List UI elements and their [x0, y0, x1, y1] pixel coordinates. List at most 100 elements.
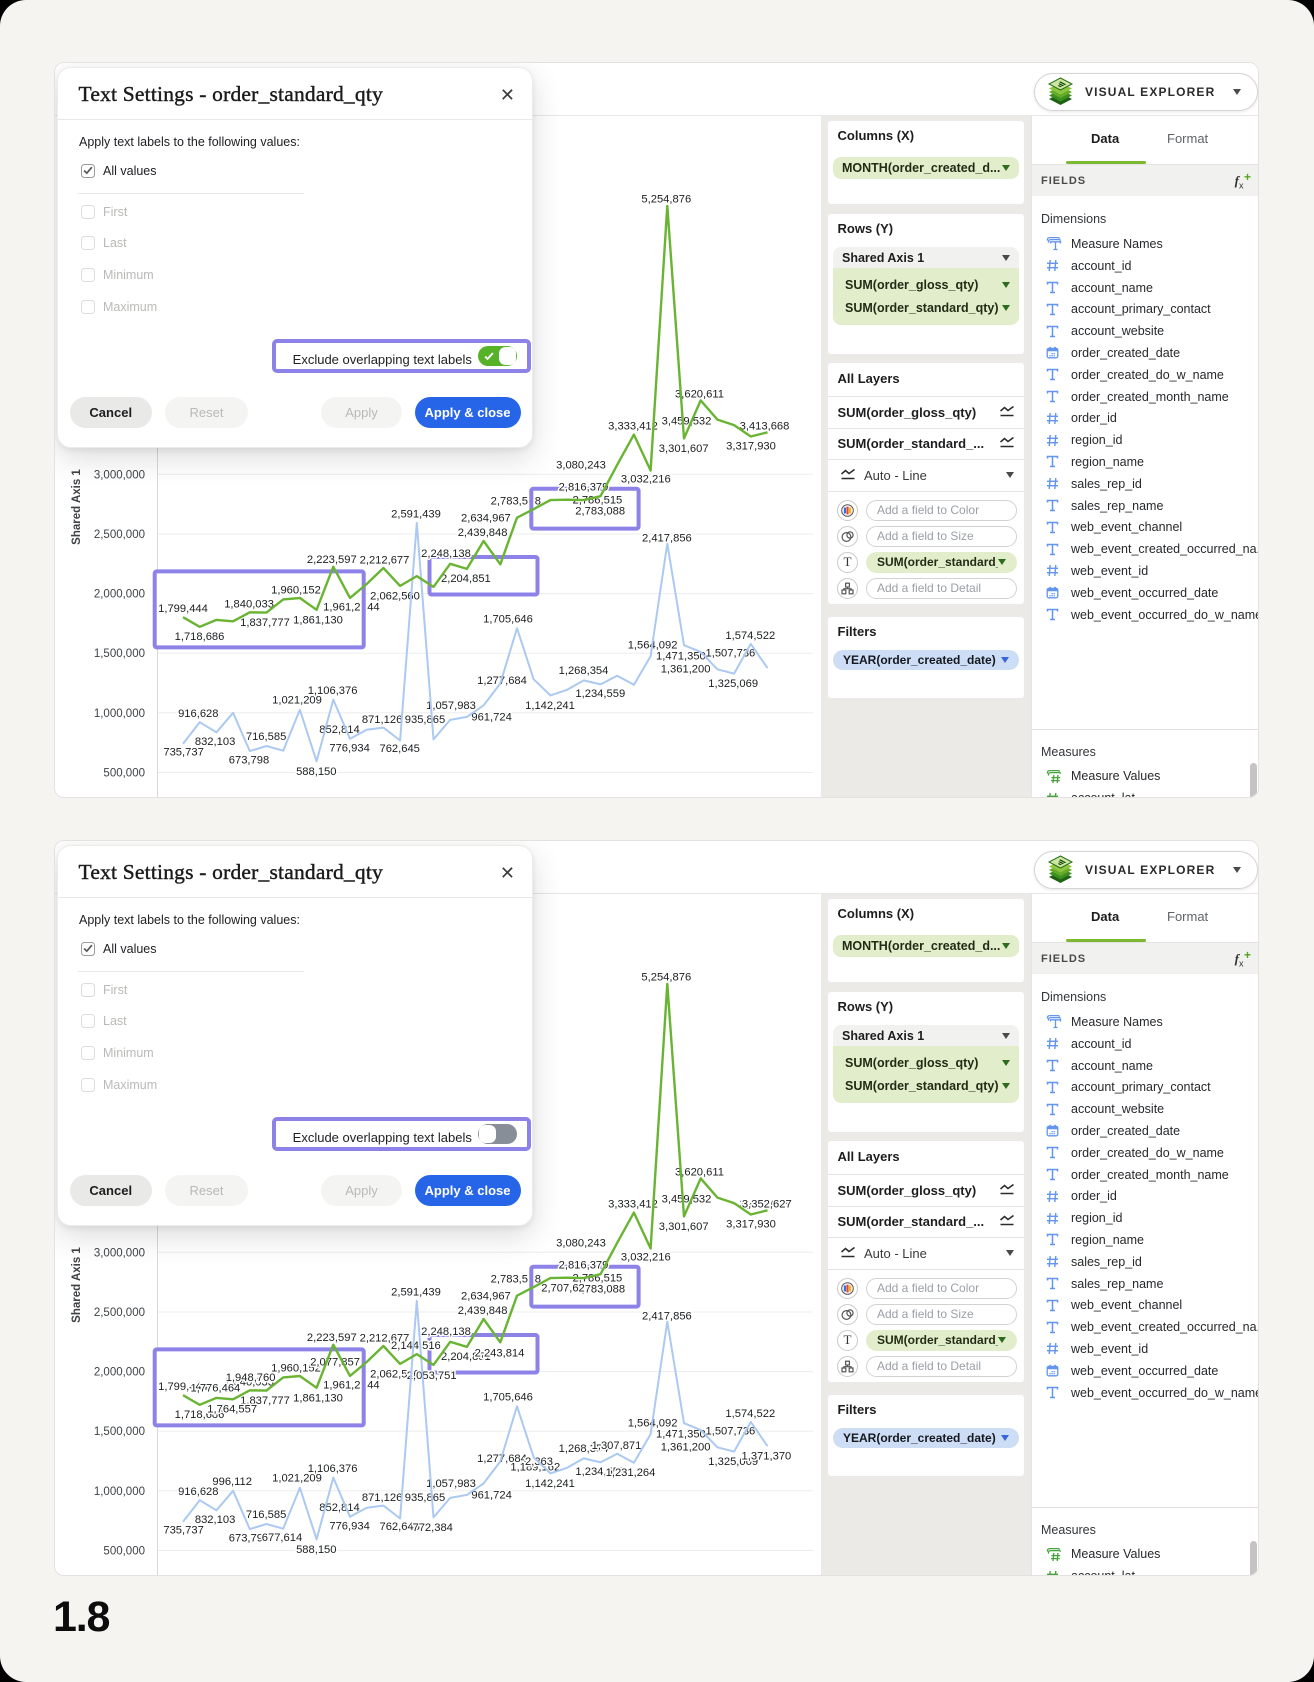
- svg-text:1,000,000: 1,000,000: [94, 1486, 145, 1498]
- svg-text:916,628: 916,628: [178, 708, 218, 720]
- svg-text:2,204,851: 2,204,851: [441, 1351, 491, 1363]
- svg-text:1,307,871: 1,307,871: [592, 1440, 642, 1452]
- svg-text:1,840,033: 1,840,033: [224, 598, 274, 610]
- svg-text:1,106,376: 1,106,376: [308, 1463, 358, 1475]
- svg-text:1,960,152: 1,960,152: [271, 1362, 321, 1374]
- svg-text:1,500,000: 1,500,000: [94, 1426, 145, 1438]
- svg-text:1,776,464: 1,776,464: [191, 1383, 241, 1395]
- svg-text:3,080,243: 3,080,243: [556, 1238, 606, 1250]
- svg-text:2,243,814: 2,243,814: [475, 1347, 525, 1359]
- svg-text:1,861,130: 1,861,130: [293, 1393, 343, 1405]
- svg-text:1,574,522: 1,574,522: [725, 1408, 775, 1420]
- svg-text:1,705,646: 1,705,646: [483, 1392, 533, 1404]
- svg-text:3,301,607: 3,301,607: [659, 443, 709, 455]
- svg-text:1,021,209: 1,021,209: [272, 1473, 322, 1485]
- svg-text:3,459,532: 3,459,532: [662, 1194, 712, 1206]
- svg-text:716,585: 716,585: [246, 731, 286, 743]
- svg-text:2,223,597: 2,223,597: [307, 554, 357, 566]
- svg-text:871,126: 871,126: [362, 1492, 402, 1504]
- svg-text:832,103: 832,103: [195, 736, 235, 748]
- svg-text:2,786,515: 2,786,515: [573, 1273, 623, 1285]
- svg-text:1,268,354: 1,268,354: [559, 665, 609, 677]
- svg-text:5,254,876: 5,254,876: [641, 971, 691, 983]
- svg-text:3,080,243: 3,080,243: [556, 460, 606, 472]
- svg-text:3,000,000: 3,000,000: [94, 1247, 145, 1259]
- svg-text:1,799,444: 1,799,444: [158, 603, 208, 615]
- svg-text:871,126: 871,126: [362, 714, 402, 726]
- svg-text:1,234,559: 1,234,559: [575, 688, 625, 700]
- svg-text:1,837,777: 1,837,777: [240, 1395, 290, 1407]
- svg-text:1,471,350: 1,471,350: [656, 650, 706, 662]
- svg-text:852,814: 852,814: [319, 724, 359, 736]
- svg-text:2,248,138: 2,248,138: [421, 548, 471, 560]
- svg-text:3,317,930: 3,317,930: [726, 441, 776, 453]
- svg-text:Shared Axis 1: Shared Axis 1: [71, 469, 83, 545]
- svg-text:588,150: 588,150: [296, 1544, 336, 1556]
- svg-text:2,591,439: 2,591,439: [391, 508, 441, 520]
- svg-text:996,112: 996,112: [212, 1476, 252, 1488]
- svg-text:3,413,668: 3,413,668: [740, 1199, 790, 1211]
- svg-text:1,961,2: 1,961,2: [323, 601, 360, 613]
- svg-text:1,361,200: 1,361,200: [661, 1442, 711, 1454]
- svg-text:1,471,350: 1,471,350: [656, 1428, 706, 1440]
- svg-text:1,718,686: 1,718,686: [175, 631, 225, 643]
- svg-text:2,786,515: 2,786,515: [573, 495, 623, 507]
- svg-text:1,021,209: 1,021,209: [272, 695, 322, 707]
- svg-text:1,234,559: 1,234,559: [575, 1466, 625, 1478]
- svg-text:961,724: 961,724: [471, 1490, 511, 1502]
- svg-text:916,628: 916,628: [178, 1486, 218, 1498]
- svg-text:1,142,241: 1,142,241: [525, 1478, 575, 1490]
- svg-text:8: 8: [535, 1273, 541, 1285]
- svg-text:716,585: 716,585: [246, 1509, 286, 1521]
- svg-text:2,077,857: 2,077,857: [310, 1357, 360, 1369]
- svg-text:2,417,856: 2,417,856: [642, 532, 692, 544]
- svg-text:735,737: 735,737: [163, 1525, 203, 1537]
- svg-text:1,000,000: 1,000,000: [94, 708, 145, 720]
- svg-text:2,417,856: 2,417,856: [642, 1310, 692, 1322]
- svg-text:3,317,930: 3,317,930: [726, 1219, 776, 1231]
- svg-text:3,032,216: 3,032,216: [621, 474, 671, 486]
- svg-text:2,783,088: 2,783,088: [575, 1283, 625, 1295]
- svg-text:3,032,216: 3,032,216: [621, 1252, 671, 1264]
- svg-text:1,371,370: 1,371,370: [742, 1450, 792, 1462]
- svg-text:1,057,983: 1,057,983: [426, 1478, 476, 1490]
- svg-text:1,961,2: 1,961,2: [323, 1379, 360, 1391]
- svg-text:776,934: 776,934: [329, 743, 369, 755]
- svg-text:1,948,760: 1,948,760: [226, 1372, 276, 1384]
- svg-text:2,634,967: 2,634,967: [461, 1290, 511, 1302]
- svg-text:2,783,5: 2,783,5: [491, 495, 528, 507]
- svg-text:1,799,444: 1,799,444: [158, 1381, 208, 1393]
- svg-text:961,724: 961,724: [471, 712, 511, 724]
- svg-text:2,500,000: 2,500,000: [94, 529, 145, 541]
- svg-text:8: 8: [535, 495, 541, 507]
- svg-text:44: 44: [367, 1379, 379, 1391]
- svg-text:673,798: 673,798: [229, 1532, 269, 1544]
- svg-text:3,620,611: 3,620,611: [675, 389, 724, 401]
- svg-text:1,840,033: 1,840,033: [224, 1376, 274, 1388]
- svg-text:1,231,264: 1,231,264: [606, 1467, 656, 1479]
- svg-text:2,144,516: 2,144,516: [391, 1340, 441, 1352]
- svg-text:832,103: 832,103: [195, 1514, 235, 1526]
- svg-text:1,325,069: 1,325,069: [708, 678, 758, 690]
- svg-text:2,212,677: 2,212,677: [360, 1332, 410, 1344]
- svg-text:1,764,557: 1,764,557: [207, 1403, 257, 1415]
- svg-text:673,798: 673,798: [229, 754, 269, 766]
- svg-text:3,333,412: 3,333,412: [608, 421, 658, 433]
- svg-text:2,439,848: 2,439,848: [458, 527, 508, 539]
- svg-text:Shared Axis 1: Shared Axis 1: [71, 1247, 83, 1323]
- svg-text:2,591,439: 2,591,439: [391, 1286, 441, 1298]
- svg-text:1,325,069: 1,325,069: [708, 1456, 758, 1468]
- svg-text:2,707,62: 2,707,62: [541, 1283, 585, 1295]
- svg-text:3,413,668: 3,413,668: [740, 421, 790, 433]
- svg-text:2,500,000: 2,500,000: [94, 1307, 145, 1319]
- svg-text:1,718,686: 1,718,686: [175, 1409, 225, 1421]
- svg-text:3,301,607: 3,301,607: [659, 1221, 709, 1233]
- svg-text:762,645: 762,645: [379, 743, 419, 755]
- svg-text:3,333,412: 3,333,412: [608, 1199, 658, 1211]
- svg-text:2,783,088: 2,783,088: [575, 505, 625, 517]
- svg-text:2,248,138: 2,248,138: [421, 1326, 471, 1338]
- svg-text:3,620,611: 3,620,611: [675, 1167, 724, 1179]
- svg-text:1,705,646: 1,705,646: [483, 614, 533, 626]
- svg-text:1,574,522: 1,574,522: [725, 630, 775, 642]
- svg-text:500,000: 500,000: [103, 1546, 145, 1558]
